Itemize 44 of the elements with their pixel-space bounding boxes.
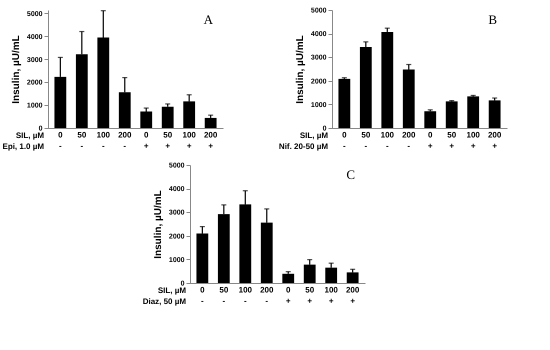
x-tick-label: 0 + [286,286,292,306]
x-tick-label: 200 + [346,286,360,306]
x-tick-label: 0 + [428,130,434,150]
text: SIL, µM [300,131,328,140]
x-tick-label: 200 - [118,130,132,150]
y-axis-title: Insulin, µU/mL [10,35,22,104]
bar [381,32,394,128]
x-tick-label: 0 - [342,130,348,150]
x-tick-label: 0 - [58,130,64,150]
bar [467,96,480,128]
x-tick-label: 50 - [361,130,371,150]
bar [338,78,350,128]
x-tick-label: 50 + [163,130,173,150]
x-tick-label: 50 - [77,130,87,150]
bar [402,69,415,128]
x-tick-label: 50 + [447,130,457,150]
bar [346,272,359,283]
x-tick-label: 200 + [488,130,502,150]
text: Nif. 20-50 µM [278,142,328,151]
x-tick-label: 100 + [324,286,338,306]
x-tick-label: 100 - [96,130,111,150]
y-axis-title: Insulin, µU/mL [294,35,306,104]
x-tick-label: 0 + [144,130,150,150]
text: Epi, 1.0 µM [2,142,44,151]
annotation: C [346,167,355,182]
text: SIL, µM [158,286,186,295]
x-tick-label: 50 - [219,286,229,306]
x-tick-label: 50 + [305,286,315,306]
x-tick-label: 0 - [200,286,206,306]
text: Diaz, 50 µM [142,297,186,306]
annotation: A [204,12,214,27]
y-axis-title: Insulin, µU/mL [152,190,164,259]
x-tick-label: 200 - [260,286,274,306]
x-tick-label: 200 + [204,130,218,150]
text: SIL, µM [16,131,44,140]
annotation: B [488,12,498,27]
x-tick-label: 100 + [182,130,196,150]
bar [325,268,338,283]
bar [446,101,458,128]
x-tick-label: 100 - [238,286,253,306]
x-tick-label: 100 + [466,130,480,150]
x-tick-label: 200 - [402,130,416,150]
bar [140,112,152,128]
x-tick-label: 100 - [380,130,395,150]
